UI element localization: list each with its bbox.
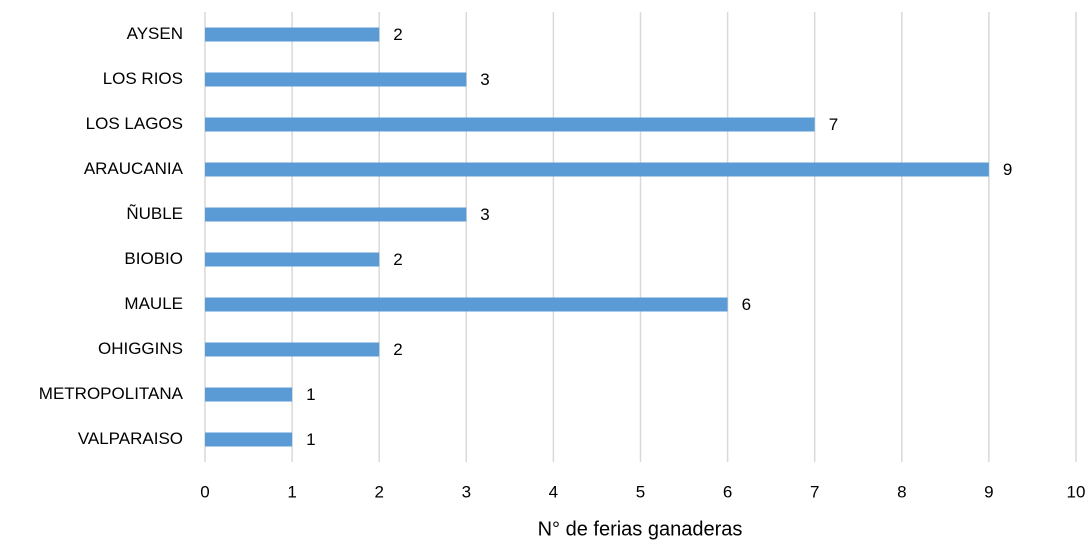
data-label: 9 bbox=[1003, 160, 1012, 179]
y-tick-label: BIOBIO bbox=[124, 249, 183, 268]
x-tick-label: 1 bbox=[287, 482, 296, 501]
data-label: 3 bbox=[480, 205, 489, 224]
y-tick-label: VALPARAISO bbox=[78, 429, 183, 448]
data-label: 2 bbox=[393, 340, 402, 359]
bar bbox=[205, 297, 728, 312]
bar bbox=[205, 342, 380, 357]
x-tick-label: 5 bbox=[636, 482, 645, 501]
x-tick-label: 2 bbox=[374, 482, 383, 501]
x-tick-label: 8 bbox=[897, 482, 906, 501]
data-label: 1 bbox=[306, 430, 315, 449]
y-tick-label: ARAUCANIA bbox=[84, 159, 184, 178]
x-tick-label: 4 bbox=[549, 482, 558, 501]
x-axis-title: N° de ferias ganaderas bbox=[538, 518, 743, 540]
x-tick-label: 0 bbox=[200, 482, 209, 501]
x-tick-label: 10 bbox=[1067, 482, 1086, 501]
data-label: 3 bbox=[480, 70, 489, 89]
data-label: 1 bbox=[306, 385, 315, 404]
data-label: 7 bbox=[829, 115, 838, 134]
x-tick-label: 9 bbox=[984, 482, 993, 501]
y-tick-label: ÑUBLE bbox=[126, 204, 183, 223]
bar bbox=[205, 252, 380, 267]
y-tick-label: LOS LAGOS bbox=[86, 114, 183, 133]
y-tick-label: AYSEN bbox=[127, 24, 183, 43]
bar bbox=[205, 387, 293, 402]
bar bbox=[205, 27, 380, 42]
data-label: 2 bbox=[393, 250, 402, 269]
x-tick-label: 7 bbox=[810, 482, 819, 501]
y-tick-label: METROPOLITANA bbox=[39, 384, 184, 403]
bar bbox=[205, 117, 815, 132]
bar bbox=[205, 432, 293, 447]
y-tick-label: LOS RIOS bbox=[103, 69, 183, 88]
x-tick-label: 3 bbox=[462, 482, 471, 501]
bar bbox=[205, 72, 467, 87]
data-label: 2 bbox=[393, 25, 402, 44]
y-tick-label: OHIGGINS bbox=[98, 339, 183, 358]
data-label: 6 bbox=[742, 295, 751, 314]
bar bbox=[205, 162, 989, 177]
y-tick-label: MAULE bbox=[124, 294, 183, 313]
x-tick-label: 6 bbox=[723, 482, 732, 501]
bar bbox=[205, 207, 467, 222]
